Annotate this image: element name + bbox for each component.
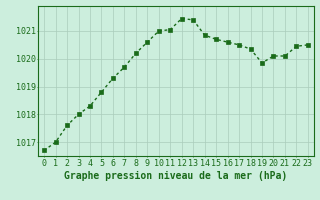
X-axis label: Graphe pression niveau de la mer (hPa): Graphe pression niveau de la mer (hPa): [64, 171, 288, 181]
